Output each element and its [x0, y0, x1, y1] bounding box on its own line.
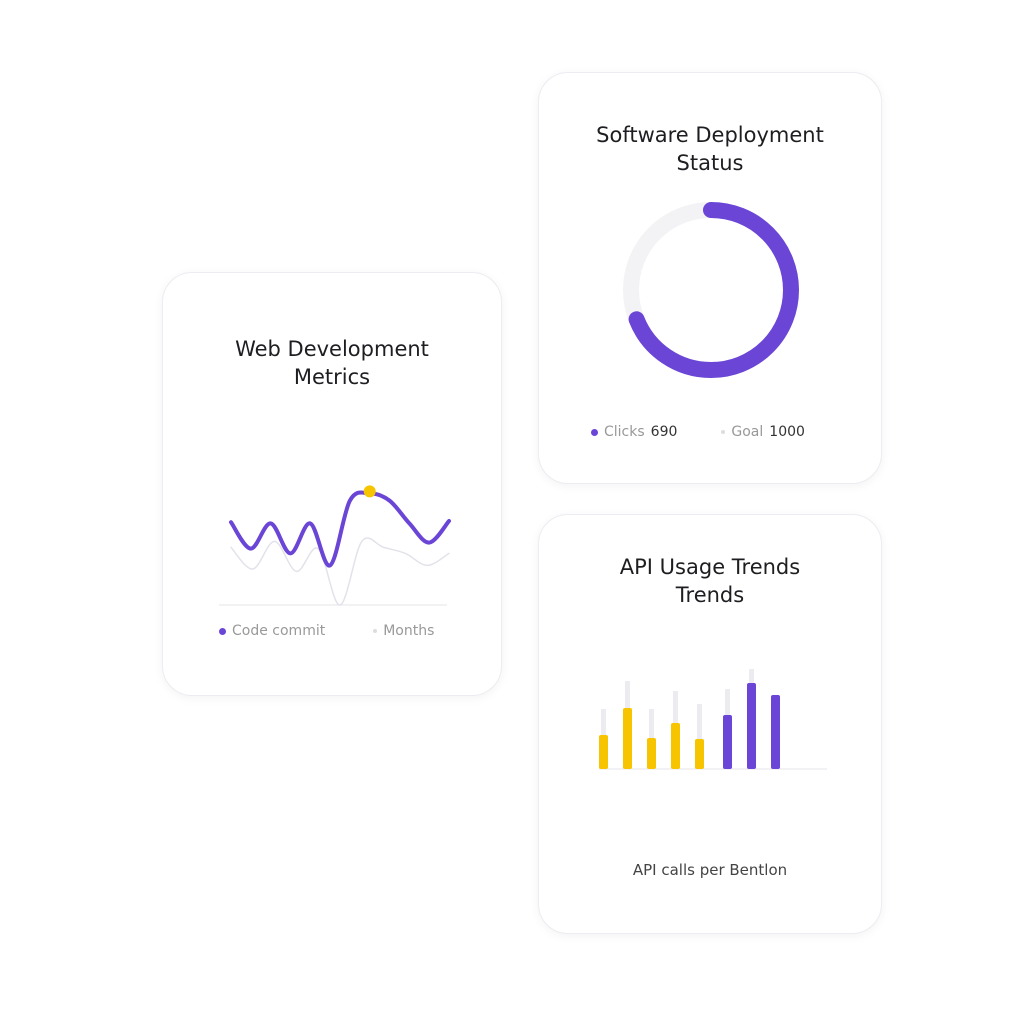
bar: [747, 683, 756, 769]
card-title: API Usage Trends Trends: [539, 553, 881, 609]
title-line: Status: [676, 151, 744, 175]
legend-value: 690: [650, 424, 678, 440]
bar: [723, 715, 732, 769]
bar: [671, 723, 680, 769]
web-dev-metrics-card: Web Development Metrics Code commit Mont…: [162, 272, 502, 696]
bar: [695, 739, 704, 769]
legend-label: Clicks: [604, 424, 645, 440]
line-chart: [219, 485, 451, 606]
deployment-status-card: Software Deployment Status Clicks 690 Go…: [538, 72, 882, 484]
donut-progress-arc: [623, 202, 799, 378]
title-line: Software Deployment: [596, 123, 824, 147]
card-title: Web Development Metrics: [163, 335, 501, 391]
bar: [599, 735, 608, 769]
background-bar: [697, 704, 702, 769]
series-line: [230, 537, 450, 606]
legend-value: 1000: [769, 424, 805, 440]
title-line: Trends: [675, 583, 745, 607]
title-line: Web Development: [235, 337, 429, 361]
bar: [647, 738, 656, 769]
bar-chart: [599, 669, 827, 770]
highlight-point: [363, 485, 376, 498]
donut-chart: [623, 202, 799, 378]
legend-dot: [591, 428, 598, 436]
legend-dot: [721, 430, 726, 434]
legend-dot: [219, 627, 226, 635]
bar: [771, 695, 780, 769]
legend-dot: [373, 629, 378, 633]
bar: [623, 708, 632, 769]
title-line: API Usage Trends: [619, 555, 801, 579]
legend-label: Months: [383, 623, 435, 639]
title-line: Metrics: [293, 365, 371, 389]
legend: Clicks 690 Goal 1000: [591, 424, 805, 440]
x-axis-label: API calls per Bentlon: [632, 861, 788, 879]
card-title: Software Deployment Status: [539, 121, 881, 177]
legend-label: Code commit: [232, 623, 326, 639]
series-line: [229, 490, 451, 568]
legend: Code commit Months: [219, 623, 434, 639]
legend-label: Goal: [731, 424, 764, 440]
api-usage-card: API Usage Trends Trends API calls per Be…: [538, 514, 882, 934]
